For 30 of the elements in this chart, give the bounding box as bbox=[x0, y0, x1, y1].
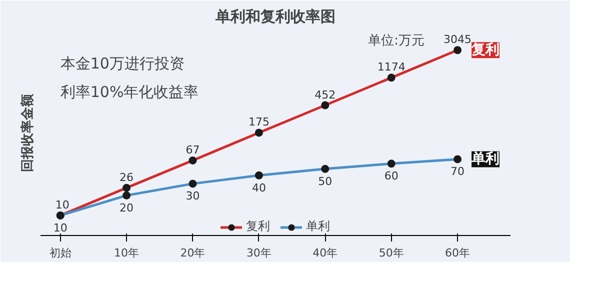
data-label: 70 bbox=[450, 165, 465, 178]
data-label: 60 bbox=[384, 170, 398, 183]
data-label: 20 bbox=[120, 201, 134, 214]
data-label: 452 bbox=[314, 88, 336, 102]
x-tick-label: 50年 bbox=[378, 246, 404, 260]
data-label: 1174 bbox=[377, 60, 406, 74]
y-axis-title: 回报收率金额 bbox=[20, 93, 36, 172]
data-label: 40 bbox=[252, 181, 266, 194]
data-label: 67 bbox=[186, 143, 200, 156]
data-label: 175 bbox=[248, 116, 270, 129]
data-label: 3045 bbox=[444, 33, 472, 46]
annotation: 本金10万进行投资 bbox=[60, 54, 184, 72]
annotation: 单位:万元 bbox=[368, 33, 424, 48]
data-label: 50 bbox=[318, 174, 332, 188]
data-label: 10 bbox=[53, 221, 68, 234]
annotation: 利率10%年化收益率 bbox=[60, 83, 199, 101]
data-label: 26 bbox=[120, 170, 134, 184]
x-tick-label: 初始 bbox=[49, 246, 72, 260]
legend-label: 单利 bbox=[306, 218, 330, 235]
x-tick-label: 40年 bbox=[312, 246, 338, 260]
chart-title: 单利和复利收率图 bbox=[214, 8, 336, 26]
x-tick-label: 10年 bbox=[114, 246, 140, 260]
data-label: 10 bbox=[55, 198, 70, 212]
text: 单利 bbox=[472, 151, 500, 168]
legend-label: 复利 bbox=[246, 218, 270, 235]
x-tick-label: 30年 bbox=[246, 246, 272, 260]
x-tick-label: 60年 bbox=[445, 246, 470, 260]
x-tick-label: 20年 bbox=[180, 246, 206, 260]
data-label: 30 bbox=[186, 190, 200, 203]
text: 复利 bbox=[472, 42, 500, 58]
